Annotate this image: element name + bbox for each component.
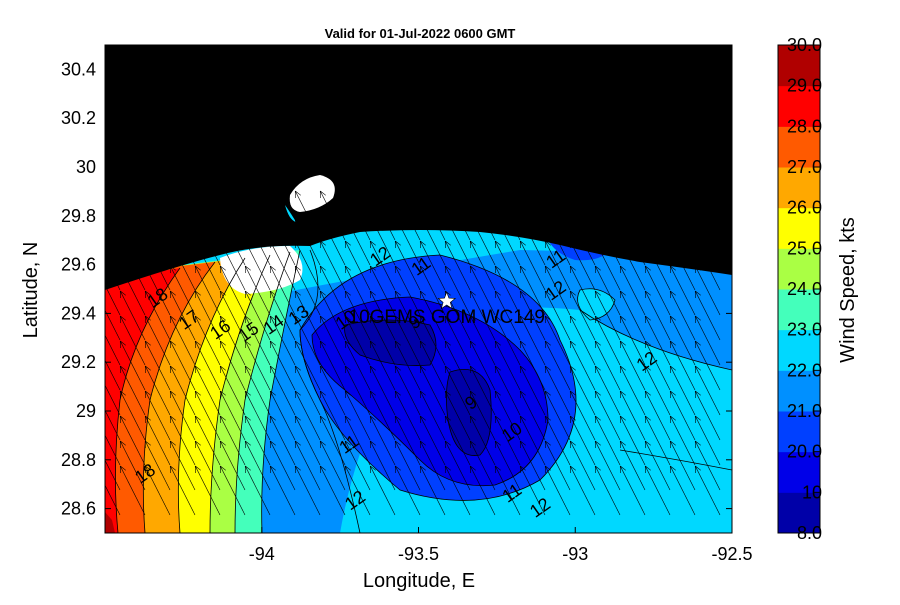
colorbar-tick-label: 22.0 bbox=[787, 360, 822, 380]
colorbar-tick-label: 10 bbox=[802, 482, 822, 502]
colorbar-tick-label: 30.0 bbox=[787, 35, 822, 55]
colorbar-tick-label: 27.0 bbox=[787, 157, 822, 177]
colorbar-tick-label: 21.0 bbox=[787, 401, 822, 421]
y-tick-label: 30 bbox=[76, 157, 96, 177]
y-tick-label: 30.4 bbox=[61, 59, 96, 79]
colorbar-tick-label: 20.0 bbox=[787, 442, 822, 462]
y-tick-label: 29 bbox=[76, 401, 96, 421]
y-axis-label: Latitude, N bbox=[20, 242, 42, 339]
colorbar-tick-label: 25.0 bbox=[787, 238, 822, 258]
y-tick-label: 29.6 bbox=[61, 255, 96, 275]
x-tick-label: -93.5 bbox=[398, 544, 439, 564]
wind-speed-field bbox=[95, 45, 732, 533]
wind-arrow-head bbox=[95, 391, 101, 395]
wind-arrow-head bbox=[95, 291, 101, 295]
y-tick-label: 30.2 bbox=[61, 108, 96, 128]
y-tick-label: 29.2 bbox=[61, 352, 96, 372]
wind-arrow-head bbox=[95, 466, 101, 470]
wind-arrow-head bbox=[95, 266, 101, 270]
colorbar-tick-label: 29.0 bbox=[787, 76, 822, 96]
figure-title: Valid for 01-Jul-2022 0600 GMT bbox=[325, 26, 516, 41]
colorbar-tick-label: 26.0 bbox=[787, 198, 822, 218]
y-tick-label: 28.6 bbox=[61, 499, 96, 519]
station-label: 10GEMS GOM WC149 bbox=[349, 307, 545, 328]
wind-arrow-head bbox=[95, 366, 101, 370]
y-tick-label: 29.8 bbox=[61, 206, 96, 226]
wind-arrow-head bbox=[95, 241, 101, 245]
wind-arrow-head bbox=[95, 416, 101, 420]
wind-arrow-head bbox=[95, 341, 101, 345]
y-tick-label: 28.8 bbox=[61, 450, 96, 470]
x-tick-label: -93 bbox=[562, 544, 588, 564]
colorbar-label: Wind Speed, kts bbox=[837, 217, 859, 363]
x-tick-label: -94 bbox=[249, 544, 275, 564]
wind-arrow-head bbox=[95, 441, 101, 445]
x-axis-label: Longitude, E bbox=[363, 570, 475, 592]
colorbar-tick-label: 8.0 bbox=[797, 523, 822, 543]
wind-arrow-head bbox=[95, 216, 101, 220]
colorbar-tick-label: 28.0 bbox=[787, 116, 822, 136]
y-tick-label: 29.4 bbox=[61, 303, 96, 323]
wind-arrow-head bbox=[95, 316, 101, 320]
colorbar-tick-label: 23.0 bbox=[787, 320, 822, 340]
wind-arrow-head bbox=[95, 191, 101, 195]
colorbar: 8.0 10 20.0 21.0 22.0 23.0 24.0 25.0 26.0 27.0 28.… bbox=[778, 35, 822, 543]
colorbar-tick-label: 24.0 bbox=[787, 279, 822, 299]
x-tick-label: -92.5 bbox=[711, 544, 752, 564]
